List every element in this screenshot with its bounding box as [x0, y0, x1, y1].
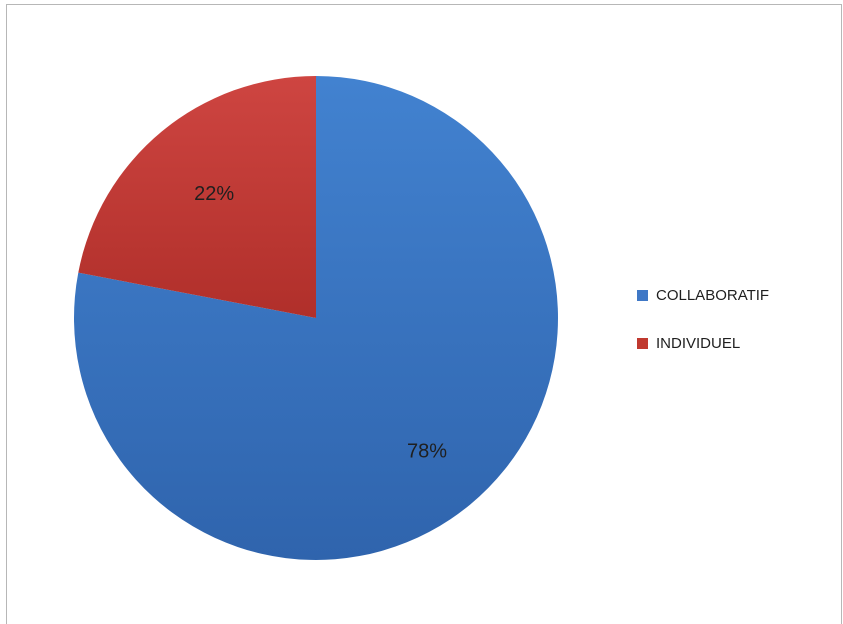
legend-swatch-collaboratif — [637, 290, 648, 301]
pie-slice-individuel — [78, 75, 316, 318]
pie-slice-collaboratif — [73, 76, 558, 560]
slice-label-collaboratif: 78% — [407, 441, 447, 463]
legend: COLLABORATIF INDIVIDUEL — [637, 287, 769, 352]
slice-label-individuel: 22% — [194, 183, 234, 205]
legend-label-individuel: INDIVIDUEL — [656, 335, 740, 352]
legend-label-collaboratif: COLLABORATIF — [656, 287, 769, 304]
pie-slices — [73, 75, 558, 560]
slice-labels: 78% 22% — [194, 183, 447, 462]
legend-swatch-individuel — [637, 338, 648, 349]
